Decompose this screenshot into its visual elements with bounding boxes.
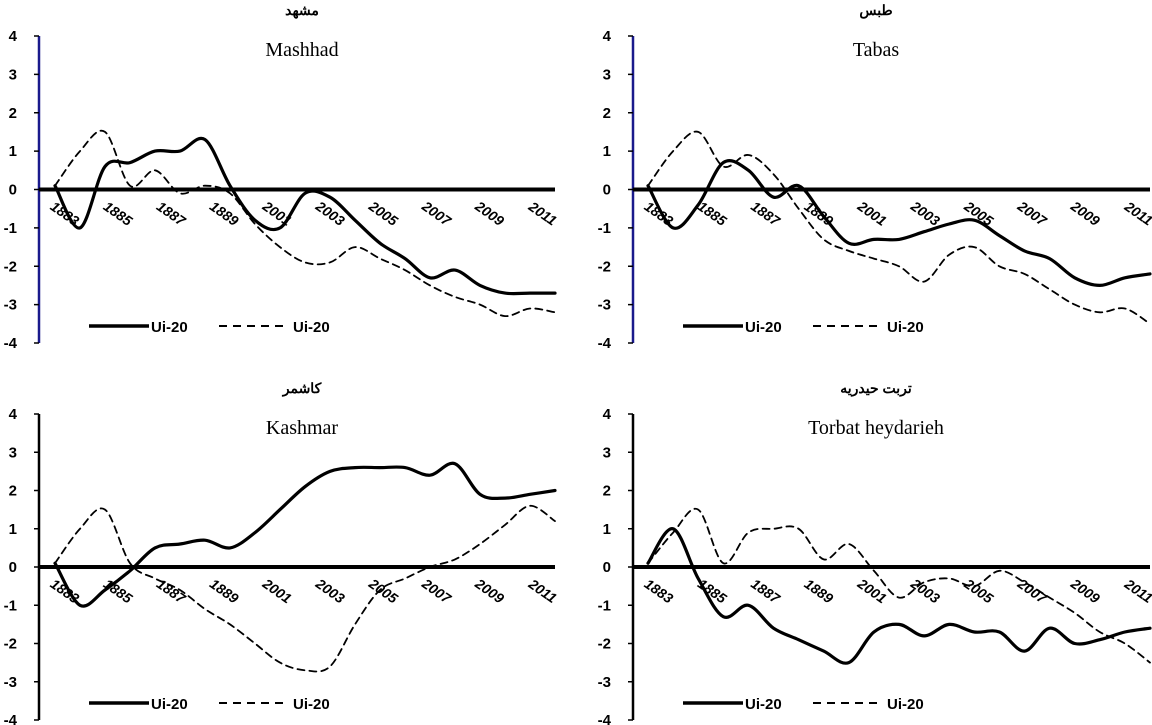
y-tick-label: 3 (603, 444, 611, 461)
y-tick-label: -4 (598, 712, 612, 725)
series-line-solid (53, 461, 557, 608)
x-tick-label: 2005 (961, 197, 997, 229)
x-tick-label: 1883 (642, 198, 677, 229)
y-tick-label: -2 (598, 258, 611, 275)
legend-label: Ui-20 (745, 319, 782, 336)
x-tick-label: 1887 (748, 198, 784, 230)
legend-label: Ui-20 (293, 696, 330, 713)
x-tick-label: 2001 (854, 575, 890, 607)
y-tick-label: -3 (4, 297, 17, 314)
y-tick-label: 1 (603, 143, 611, 160)
legend-label: Ui-20 (887, 696, 924, 713)
x-tick-label: 1885 (101, 198, 136, 229)
x-tick-label: 1887 (748, 575, 784, 607)
legend-label: Ui-20 (151, 319, 188, 336)
legend: Ui-20 Ui-20 (683, 696, 924, 713)
series-line-dashed (647, 507, 1151, 664)
y-tick-label: -2 (598, 636, 611, 653)
series-line-dashed (647, 130, 1151, 325)
x-tick-label: 2009 (1067, 197, 1103, 229)
x-tick-label: 1889 (207, 575, 242, 606)
series-line-solid (646, 159, 1152, 287)
y-tick-label: -3 (598, 674, 611, 691)
legend: Ui-20 Ui-20 (89, 319, 330, 336)
series-line-solid (646, 527, 1152, 665)
x-tick-label: 2011 (1121, 575, 1152, 606)
panel-title: مشهد (285, 2, 319, 19)
x-tick-label: 2003 (312, 575, 348, 607)
x-tick-label: 2007 (1014, 197, 1051, 229)
x-tick-label: 1889 (802, 575, 837, 606)
y-tick-label: 4 (9, 28, 18, 45)
y-tick-label: -1 (598, 220, 611, 237)
y-tick-label: -4 (4, 335, 18, 352)
y-tick-label: -2 (4, 636, 17, 653)
y-tick-label: -2 (4, 258, 17, 275)
x-tick-label: 1883 (48, 198, 83, 229)
x-tick-label: 2003 (312, 197, 348, 229)
y-tick-label: 2 (603, 105, 611, 122)
y-tick-label: -1 (598, 597, 611, 614)
x-tick-label: 2007 (418, 197, 455, 229)
panel-title: تربت حيدريه (840, 380, 912, 397)
y-tick-label: -4 (4, 712, 18, 725)
legend-label: Ui-20 (745, 696, 782, 713)
x-tick-label: 2001 (259, 575, 295, 607)
y-tick-label: 2 (9, 483, 17, 500)
panel-subtitle: Kashmar (266, 417, 339, 439)
x-tick-label: 2011 (525, 198, 560, 229)
y-tick-label: 3 (9, 444, 17, 461)
x-tick-label: 2001 (854, 197, 890, 229)
series-line-dashed (54, 504, 556, 673)
legend: Ui-20 Ui-20 (89, 696, 330, 713)
y-tick-label: 2 (9, 105, 17, 122)
y-tick-label: 1 (9, 521, 17, 538)
y-tick-label: 3 (603, 66, 611, 83)
panel-subtitle: Tabas (853, 39, 900, 61)
y-tick-label: -1 (4, 597, 17, 614)
series-line-dashed (54, 129, 556, 318)
y-tick-label: 1 (603, 521, 611, 538)
y-tick-label: 0 (603, 559, 611, 576)
y-tick-label: -3 (598, 297, 611, 314)
panel-subtitle: Torbat heydarieh (808, 417, 944, 439)
x-tick-label: 2009 (472, 197, 508, 229)
y-tick-label: 4 (603, 406, 612, 423)
x-tick-label: 2009 (1067, 575, 1103, 607)
y-tick-label: 0 (9, 559, 17, 576)
x-tick-label: 2005 (961, 575, 997, 607)
panel-title: طبس (859, 2, 892, 19)
x-tick-label: 1883 (642, 575, 677, 606)
x-tick-label: 2009 (472, 575, 508, 607)
x-tick-label: 2007 (418, 575, 455, 607)
y-tick-label: 2 (603, 483, 611, 500)
y-tick-label: 1 (9, 143, 17, 160)
x-tick-label: 2003 (907, 197, 943, 229)
panel-subtitle: Mashhad (265, 39, 338, 61)
y-tick-label: -1 (4, 220, 17, 237)
x-tick-label: 1889 (207, 198, 242, 229)
y-tick-label: 4 (603, 28, 612, 45)
panel-title: كاشمر (282, 380, 322, 397)
x-tick-label: 2011 (1121, 198, 1152, 229)
y-tick-label: 4 (9, 406, 18, 423)
x-tick-label: 1887 (154, 198, 190, 230)
legend-label: Ui-20 (293, 319, 330, 336)
legend: Ui-20 Ui-20 (683, 319, 924, 336)
x-tick-label: 2005 (365, 197, 401, 229)
y-tick-label: -4 (598, 335, 612, 352)
series-line-solid (53, 136, 557, 296)
y-tick-label: 0 (9, 182, 17, 199)
x-tick-label: 2011 (525, 575, 560, 606)
y-tick-label: -3 (4, 674, 17, 691)
legend-label: Ui-20 (887, 319, 924, 336)
y-tick-label: 3 (9, 66, 17, 83)
y-tick-label: 0 (603, 182, 611, 199)
legend-label: Ui-20 (151, 696, 188, 713)
